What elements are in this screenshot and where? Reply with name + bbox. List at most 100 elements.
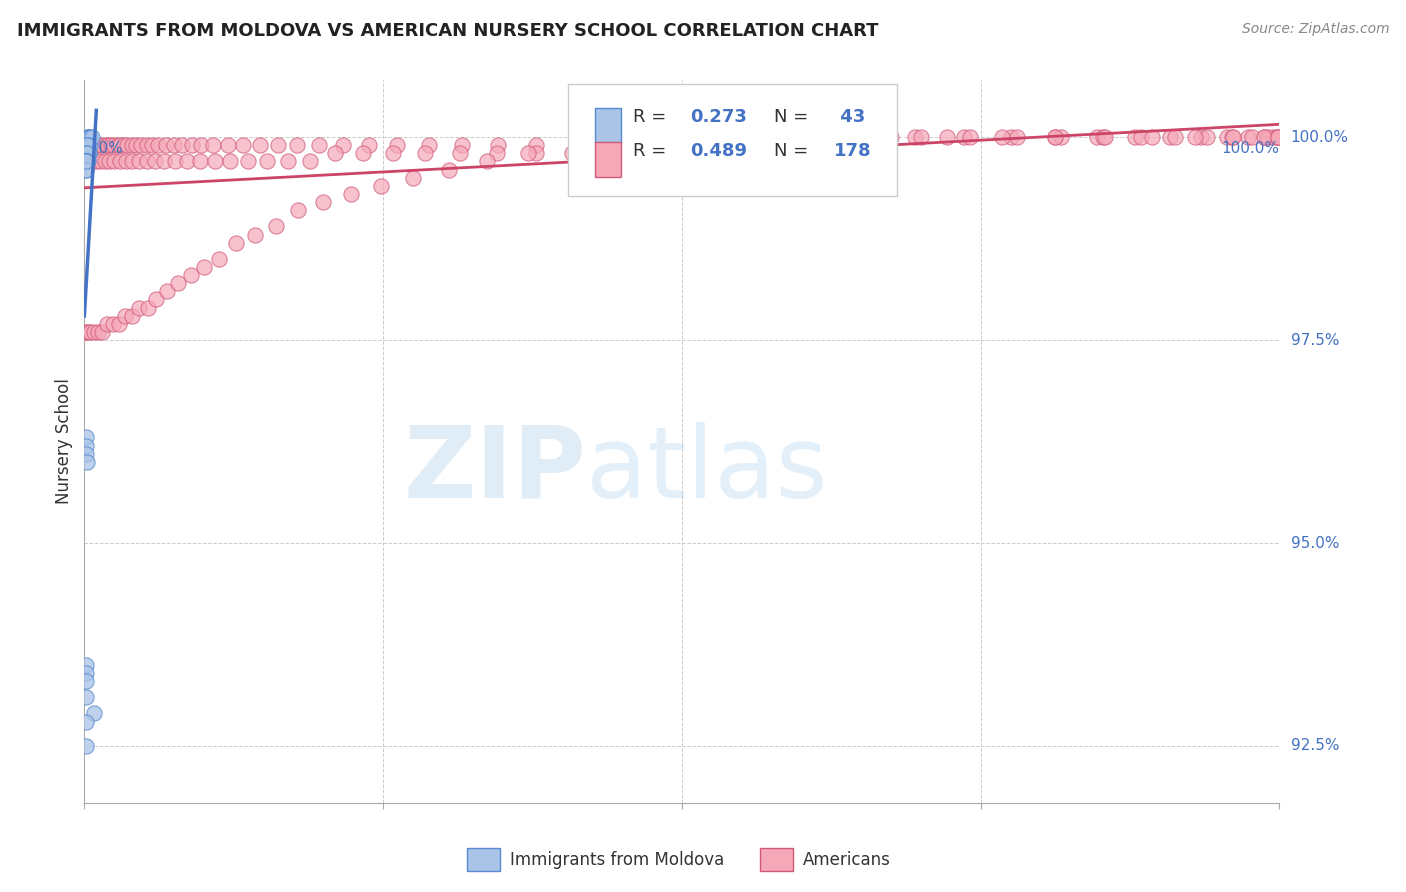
Point (145, 293, 167, 307)
Point (96, 317, 118, 331)
Point (75, 138, 97, 153)
Point (352, 146, 374, 161)
Point (312, 195, 335, 210)
Point (79, 138, 101, 153)
Point (75, 439, 97, 453)
Point (904, 130, 927, 145)
Point (181, 138, 204, 153)
Point (232, 138, 254, 153)
Text: Source: ZipAtlas.com: Source: ZipAtlas.com (1241, 22, 1389, 37)
Point (75, 714, 97, 729)
Point (75, 162, 97, 177)
Point (180, 268, 202, 282)
Point (77, 138, 100, 153)
Point (82, 138, 104, 153)
Point (654, 138, 676, 153)
Point (100, 138, 122, 153)
Point (1140, 130, 1163, 145)
Y-axis label: Nursery School: Nursery School (55, 378, 73, 505)
Point (77, 138, 100, 153)
Point (402, 170, 425, 185)
Point (76, 138, 98, 153)
Point (107, 138, 129, 153)
Point (77, 138, 100, 153)
Point (87, 138, 110, 153)
Point (245, 227, 267, 242)
Point (710, 138, 733, 153)
Point (1189, 130, 1212, 145)
Point (84, 138, 107, 153)
Point (83, 325, 105, 339)
Point (1000, 130, 1022, 145)
Point (225, 235, 247, 250)
Point (1265, 130, 1288, 145)
Text: 92.5%: 92.5% (1291, 739, 1339, 754)
Text: R =: R = (633, 108, 672, 126)
Point (1263, 130, 1285, 145)
Point (76, 154, 98, 169)
Point (75, 154, 97, 169)
Point (219, 154, 242, 169)
Point (277, 154, 299, 169)
Point (75, 154, 97, 169)
Text: 178: 178 (834, 142, 872, 160)
Point (485, 146, 508, 161)
Point (91, 138, 114, 153)
Point (880, 130, 903, 145)
Point (475, 154, 498, 169)
Point (101, 317, 124, 331)
Point (121, 309, 143, 323)
Point (859, 138, 882, 153)
Point (357, 138, 380, 153)
Point (1240, 130, 1263, 145)
Point (89, 154, 111, 169)
Text: Immigrants from Moldova: Immigrants from Moldova (510, 851, 724, 869)
Point (524, 146, 547, 161)
Point (1091, 130, 1114, 145)
Text: N =: N = (773, 142, 814, 160)
Point (129, 138, 152, 153)
Point (76, 146, 98, 161)
Point (449, 146, 471, 161)
Point (75, 154, 97, 169)
Point (1129, 130, 1152, 145)
Point (202, 138, 225, 153)
Point (308, 138, 330, 153)
Point (953, 130, 976, 145)
Point (141, 138, 163, 153)
Point (77, 146, 100, 161)
Point (76, 154, 98, 169)
Point (451, 138, 474, 153)
Point (117, 138, 139, 153)
Point (77, 138, 100, 153)
Point (204, 154, 226, 169)
Point (77, 130, 100, 145)
Point (299, 154, 322, 169)
Point (75, 673, 97, 688)
Point (79, 130, 101, 145)
Point (1094, 130, 1116, 145)
Point (267, 138, 290, 153)
Point (75, 154, 97, 169)
Point (86, 325, 108, 339)
Point (1049, 130, 1071, 145)
Point (256, 154, 278, 169)
Point (86, 154, 108, 169)
Text: Americans: Americans (803, 851, 890, 869)
Point (702, 130, 724, 145)
Point (658, 138, 681, 153)
Point (959, 130, 981, 145)
Text: R =: R = (633, 142, 672, 160)
Point (236, 154, 259, 169)
Point (75, 447, 97, 461)
Point (803, 130, 825, 145)
Point (75, 162, 97, 177)
Point (143, 154, 166, 169)
Point (110, 154, 132, 169)
Point (121, 138, 143, 153)
Point (128, 301, 150, 315)
Point (752, 130, 775, 145)
Point (325, 146, 347, 161)
Point (77, 146, 100, 161)
Point (612, 138, 634, 153)
